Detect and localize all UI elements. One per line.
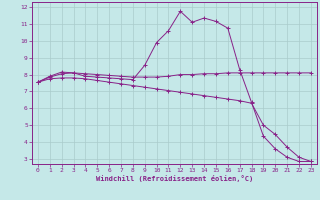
X-axis label: Windchill (Refroidissement éolien,°C): Windchill (Refroidissement éolien,°C)	[96, 175, 253, 182]
